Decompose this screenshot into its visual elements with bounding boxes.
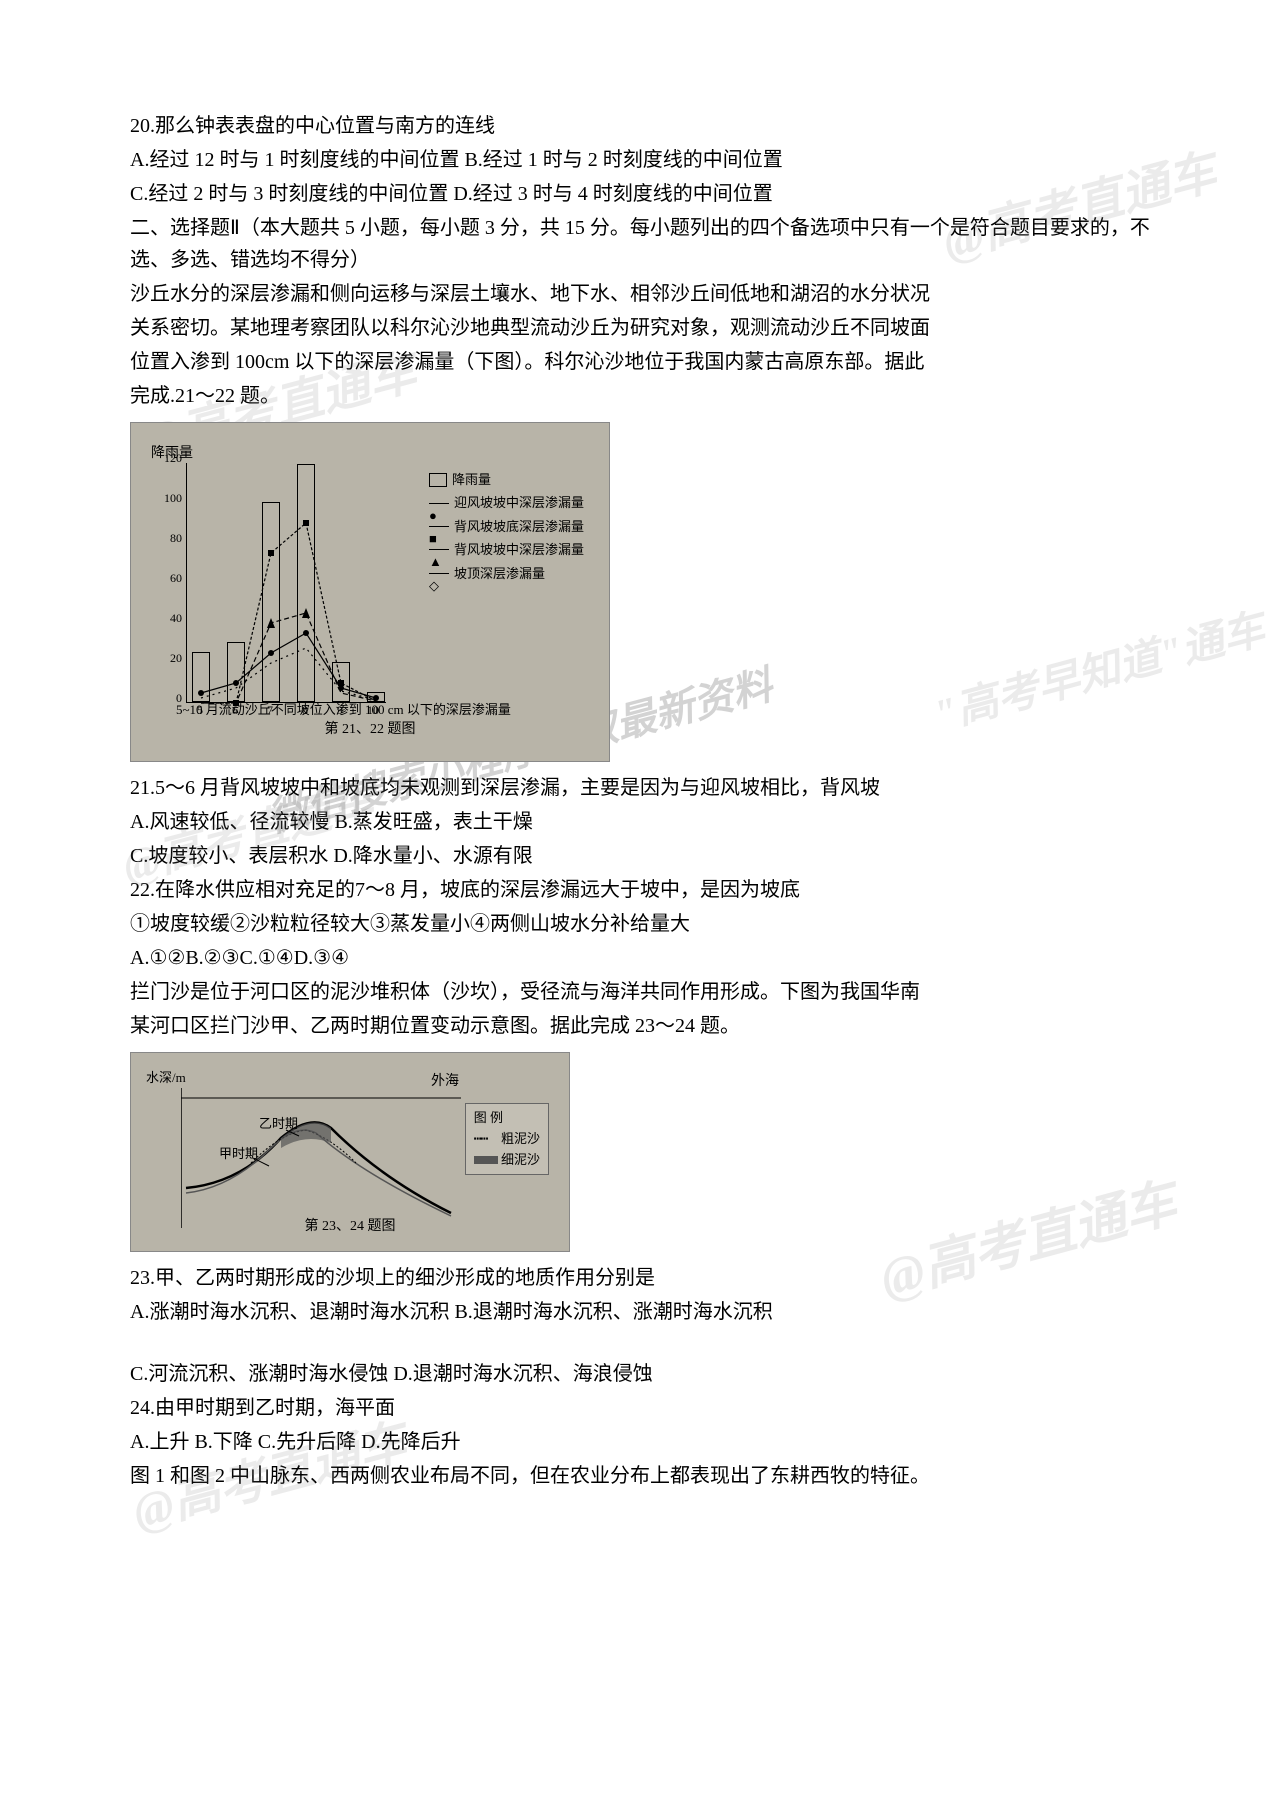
q20-opt-c: C.经过 2 时与 3 时刻度线的中间位置	[130, 183, 448, 205]
chart-title: 第 21、22 题图	[325, 719, 416, 741]
q23-opt-d: D.退潮时海水沉积、海浪侵蚀	[393, 1363, 652, 1385]
cs-legend: 图 例 ┅┅ 粗泥沙 细泥沙	[465, 1103, 549, 1175]
q24-opt-b: B.下降	[194, 1431, 252, 1453]
svg-text:甲时期: 甲时期	[219, 1146, 258, 1161]
ytick: 80	[157, 529, 182, 548]
q22-opt-d: D.③④	[294, 947, 349, 969]
q22-opt-a: A.①②	[130, 947, 185, 969]
q24-opt-c: C.先升后降	[258, 1431, 356, 1453]
q23-opt-c: C.河流沉积、涨潮时海水侵蚀	[130, 1363, 388, 1385]
passage1-l2: 关系密切。某地理考察团队以科尔沁沙地典型流动沙丘为研究对象，观测流动沙丘不同坡面	[130, 312, 1150, 344]
q22-items: ①坡度较缓②沙粒粒径较大③蒸发量小④两侧山坡水分补给量大	[130, 908, 1150, 940]
q23-opt-a: A.涨潮时海水沉积、退潮时海水沉积	[130, 1301, 449, 1323]
legend-line3: 背风坡坡中深层渗漏量	[454, 538, 584, 561]
ytick: 60	[157, 569, 182, 588]
q24-stem: 24.由甲时期到乙时期，海平面	[130, 1392, 1150, 1424]
svg-text:乙时期: 乙时期	[259, 1116, 298, 1131]
q20-options-ab: A.经过 12 时与 1 时刻度线的中间位置 B.经过 1 时与 2 时刻度线的…	[130, 144, 1150, 176]
q21-opt-c: C.坡度较小、表层积水	[130, 845, 328, 867]
q20-options-cd: C.经过 2 时与 3 时刻度线的中间位置 D.经过 3 时与 4 时刻度线的中…	[130, 178, 1150, 210]
q20-opt-b: B.经过 1 时与 2 时刻度线的中间位置	[464, 149, 782, 171]
ytick: 100	[157, 489, 182, 508]
q21-opt-d: D.降水量小、水源有限	[333, 845, 532, 867]
cs-ylabel: 水深/m	[146, 1068, 186, 1089]
figure-21-22: 降雨量 0 20 40 60 80 100 120 5 6 7 8 9 10	[130, 422, 610, 762]
legend-bar: 降雨量	[452, 468, 491, 491]
q24-opt-d: D.先降后升	[361, 1431, 460, 1453]
q23-stem: 23.甲、乙两时期形成的沙坝上的细沙形成的地质作用分别是	[130, 1262, 1150, 1294]
q20-opt-a: A.经过 12 时与 1 时刻度线的中间位置	[130, 149, 459, 171]
ytick: 40	[157, 609, 182, 628]
q21-opt-b: B.蒸发旺盛，表土干燥	[334, 811, 532, 833]
legend-line4: 坡顶深层渗漏量	[454, 562, 545, 585]
q22-stem: 22.在降水供应相对充足的7～8 月，坡底的深层渗漏远大于坡中，是因为坡底	[130, 874, 1150, 906]
passage1-l3: 位置入渗到 100cm 以下的深层渗漏量（下图）。科尔沁沙地位于我国内蒙古高原东…	[130, 346, 1150, 378]
figure-23-24: 水深/m 外海 0 −2 −4 −6 乙时期 甲时期 图 例	[130, 1052, 570, 1252]
chart-legend: 降雨量 ●迎风坡坡中深层渗漏量 ■背风坡坡底深层渗漏量 ▲背风坡坡中深层渗漏量 …	[429, 468, 584, 585]
q23-opt-b: B.退潮时海水沉积、涨潮时海水沉积	[454, 1301, 772, 1323]
chart-lines	[187, 463, 387, 703]
q20-stem: 20.那么钟表表盘的中心位置与南方的连线	[130, 110, 1150, 142]
passage1-l1: 沙丘水分的深层渗漏和侧向运移与深层土壤水、地下水、相邻沙丘间低地和湖沼的水分状况	[130, 278, 1150, 310]
legend-line1: 迎风坡坡中深层渗漏量	[454, 491, 584, 514]
section2-header: 二、选择题Ⅱ（本大题共 5 小题，每小题 3 分，共 15 分。每小题列出的四个…	[130, 212, 1150, 276]
watermark: "高考早知道"通车	[926, 597, 1272, 750]
q20-opt-d: D.经过 3 时与 4 时刻度线的中间位置	[453, 183, 772, 205]
chart-area: 0 20 40 60 80 100 120 5 6 7 8 9 10	[186, 463, 386, 703]
q24-opt-a: A.上升	[130, 1431, 189, 1453]
q21-stem: 21.5～6 月背风坡坡中和坡底均未观测到深层渗漏，主要是因为与迎风坡相比，背风…	[130, 772, 1150, 804]
cross-section-svg: 0 −2 −4 −6 乙时期 甲时期	[181, 1088, 461, 1228]
q22-opt-c: C.①④	[240, 947, 294, 969]
passage2-l2: 某河口区拦门沙甲、乙两时期位置变动示意图。据此完成 23～24 题。	[130, 1010, 1150, 1042]
q22-opt-b: B.②③	[185, 947, 239, 969]
ytick: 120	[157, 449, 182, 468]
cs-title: 第 23、24 题图	[305, 1216, 396, 1238]
q23-options-cd: C.河流沉积、涨潮时海水侵蚀 D.退潮时海水沉积、海浪侵蚀	[130, 1358, 1150, 1390]
ytick: 20	[157, 649, 182, 668]
passage2-l1: 拦门沙是位于河口区的泥沙堆积体（沙坎），受径流与海洋共同作用形成。下图为我国华南	[130, 976, 1150, 1008]
q22-options: A.①②B.②③C.①④D.③④	[130, 942, 1150, 974]
cs-legend-fine: 细泥沙	[501, 1152, 540, 1167]
q24-options: A.上升 B.下降 C.先升后降 D.先降后升	[130, 1426, 1150, 1458]
passage1-l4: 完成.21～22 题。	[130, 380, 1150, 412]
q23-options-ab: A.涨潮时海水沉积、退潮时海水沉积 B.退潮时海水沉积、涨潮时海水沉积	[130, 1296, 1150, 1328]
q21-options-cd: C.坡度较小、表层积水 D.降水量小、水源有限	[130, 840, 1150, 872]
q21-opt-a: A.风速较低、径流较慢	[130, 811, 329, 833]
cs-legend-title: 图 例	[474, 1108, 540, 1129]
cs-legend-coarse: 粗泥沙	[501, 1131, 540, 1146]
passage3-l1: 图 1 和图 2 中山脉东、西两侧农业布局不同，但在农业分布上都表现出了东耕西牧…	[130, 1460, 1150, 1492]
legend-line2: 背风坡坡底深层渗漏量	[454, 515, 584, 538]
q21-options-ab: A.风速较低、径流较慢 B.蒸发旺盛，表土干燥	[130, 806, 1150, 838]
